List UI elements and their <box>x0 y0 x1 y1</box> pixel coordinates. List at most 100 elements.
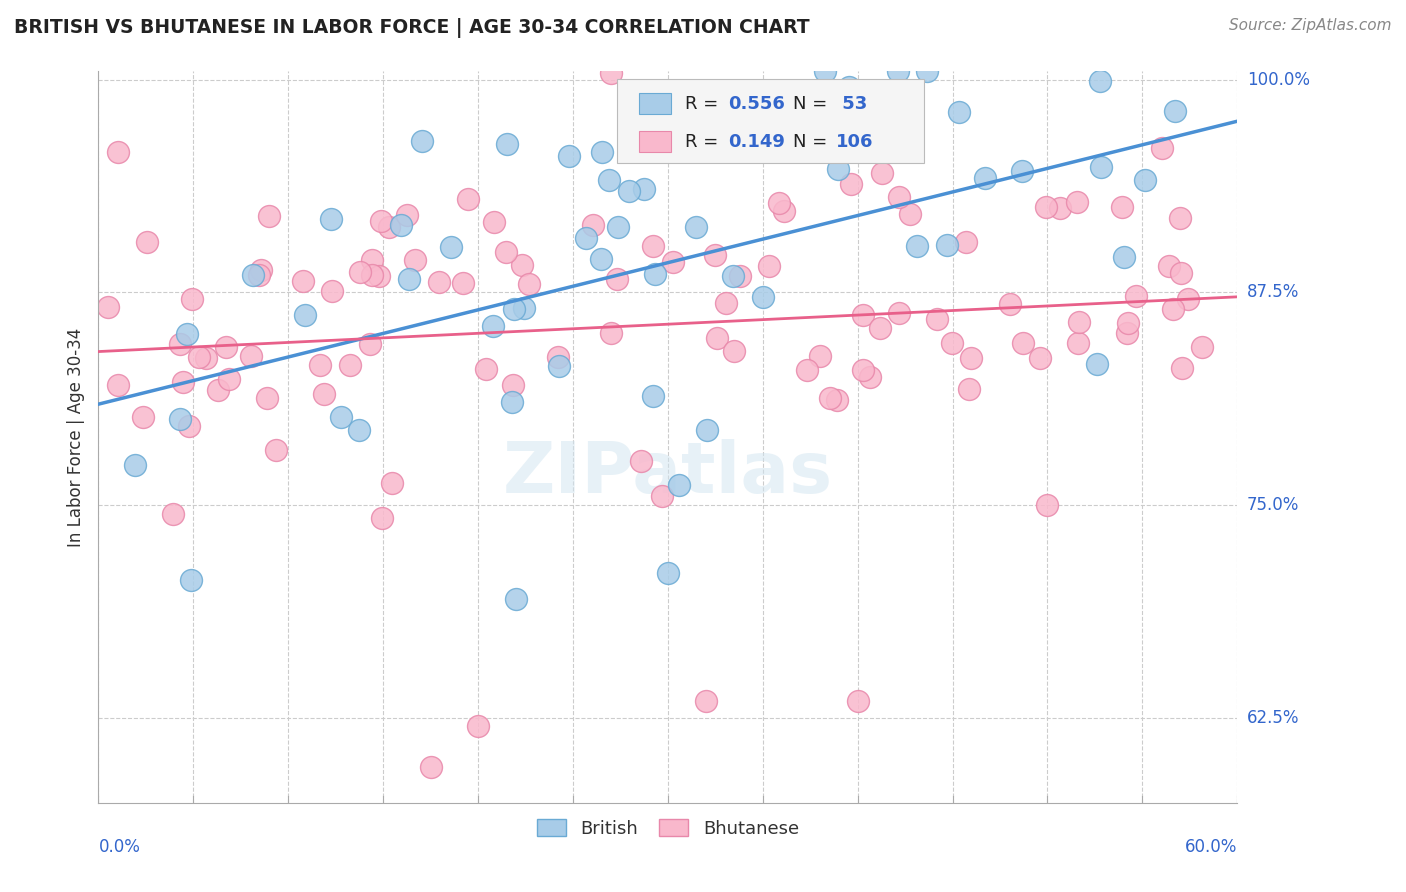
Text: 0.149: 0.149 <box>728 133 785 151</box>
Point <box>887 306 910 320</box>
Point <box>501 395 523 409</box>
Point <box>1171 360 1194 375</box>
Text: 75.0%: 75.0% <box>1247 496 1299 514</box>
Point <box>321 212 343 227</box>
Point <box>359 337 381 351</box>
Point <box>172 375 194 389</box>
Point <box>457 192 479 206</box>
Point <box>633 182 655 196</box>
Point <box>97 300 120 314</box>
Point <box>1150 141 1173 155</box>
Point <box>870 166 893 180</box>
Point <box>242 268 264 282</box>
Point <box>582 218 605 232</box>
Point <box>723 344 745 359</box>
Point <box>107 378 129 392</box>
Point <box>240 349 263 363</box>
Point <box>575 231 598 245</box>
Point <box>349 423 371 437</box>
Point <box>773 204 796 219</box>
Point <box>974 171 997 186</box>
Point <box>630 453 652 467</box>
Point <box>360 268 382 282</box>
Point <box>349 264 371 278</box>
Point <box>547 359 569 373</box>
Point <box>886 64 908 78</box>
Legend: British, Bhutanese: British, Bhutanese <box>530 812 806 845</box>
Point <box>706 331 728 345</box>
Point <box>1012 336 1035 351</box>
Point <box>859 370 882 384</box>
Text: 106: 106 <box>837 133 875 151</box>
Point <box>1011 164 1033 178</box>
Point <box>768 196 790 211</box>
Point <box>925 311 948 326</box>
Text: Source: ZipAtlas.com: Source: ZipAtlas.com <box>1229 18 1392 33</box>
Point <box>948 104 970 119</box>
Point <box>339 358 361 372</box>
Point <box>752 290 775 304</box>
Point <box>169 412 191 426</box>
Point <box>591 145 613 160</box>
Point <box>758 259 780 273</box>
Point <box>398 272 420 286</box>
Point <box>644 268 666 282</box>
Point <box>292 274 315 288</box>
FancyBboxPatch shape <box>617 78 924 163</box>
Point <box>309 358 332 372</box>
Point <box>162 507 184 521</box>
Point <box>808 349 831 363</box>
Point <box>838 79 860 94</box>
Point <box>941 336 963 351</box>
Point <box>1090 160 1112 174</box>
Point <box>439 239 461 253</box>
Point <box>177 418 200 433</box>
Text: 100.0%: 100.0% <box>1247 70 1310 89</box>
Point <box>132 409 155 424</box>
Point <box>685 219 707 234</box>
Point <box>846 694 869 708</box>
Point <box>600 326 623 341</box>
Point <box>360 253 382 268</box>
Point <box>427 275 450 289</box>
Point <box>887 190 910 204</box>
Point <box>905 239 928 253</box>
Y-axis label: In Labor Force | Age 30-34: In Labor Force | Age 30-34 <box>66 327 84 547</box>
FancyBboxPatch shape <box>640 131 671 152</box>
Point <box>294 308 316 322</box>
Point <box>1088 74 1111 88</box>
Point <box>474 362 496 376</box>
Point <box>257 209 280 223</box>
Point <box>558 149 581 163</box>
Point <box>215 340 238 354</box>
Text: BRITISH VS BHUTANESE IN LABOR FORCE | AGE 30-34 CORRELATION CHART: BRITISH VS BHUTANESE IN LABOR FORCE | AG… <box>14 18 810 37</box>
Point <box>935 238 957 252</box>
Text: 0.556: 0.556 <box>728 95 785 112</box>
Point <box>1066 194 1088 209</box>
Point <box>598 173 620 187</box>
Point <box>187 350 209 364</box>
Text: N =: N = <box>793 133 834 151</box>
Point <box>510 258 533 272</box>
Point <box>606 272 628 286</box>
Point <box>704 248 727 262</box>
Text: 87.5%: 87.5% <box>1247 284 1299 301</box>
Point <box>1116 326 1139 340</box>
Point <box>405 253 427 268</box>
Point <box>180 573 202 587</box>
Point <box>898 207 921 221</box>
Point <box>591 252 613 266</box>
Point <box>1168 211 1191 226</box>
Point <box>721 268 744 283</box>
Point <box>1125 289 1147 303</box>
Point <box>517 277 540 291</box>
Point <box>695 694 717 708</box>
Point <box>321 284 343 298</box>
Point <box>1157 259 1180 273</box>
Point <box>547 350 569 364</box>
Point <box>662 254 685 268</box>
Point <box>915 64 938 78</box>
Point <box>135 235 157 249</box>
Point <box>668 478 690 492</box>
Point <box>495 244 517 259</box>
